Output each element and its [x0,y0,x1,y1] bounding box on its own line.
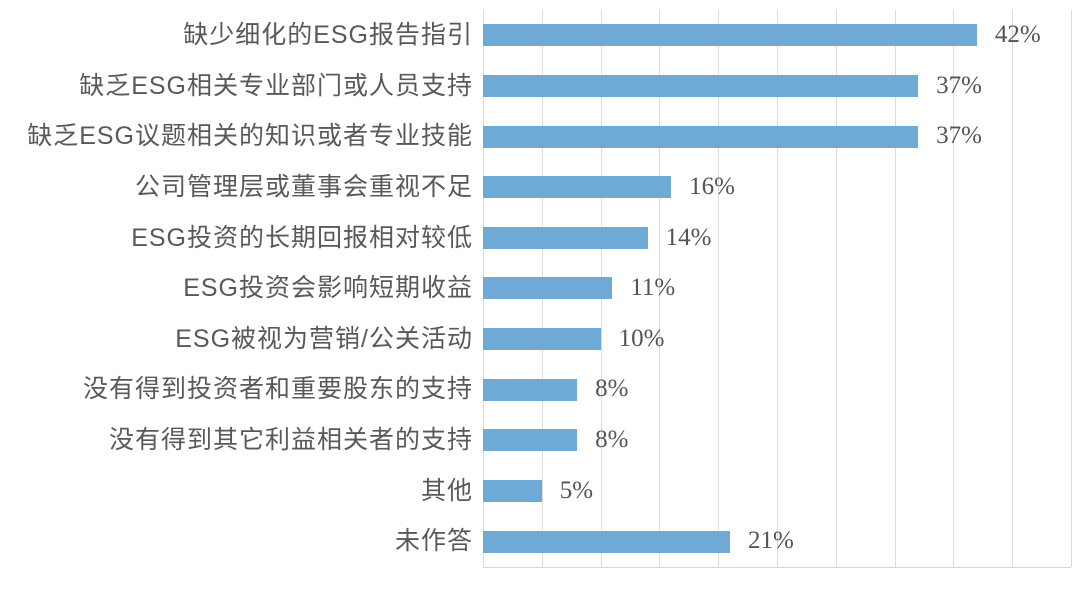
bar [483,378,578,401]
chart-row: ESG投资的长期回报相对较低 14% [0,213,1080,264]
category-label: 其他 [420,476,473,505]
bar [483,74,919,97]
chart-row: 其他 5% [0,466,1080,517]
value-label: 37% [936,71,982,99]
value-label: 10% [618,324,665,352]
value-label: 21% [747,527,794,555]
value-label: 5% [559,476,594,504]
category-label: 未作答 [394,527,473,556]
gridline [953,10,955,567]
bar [483,530,730,553]
chart-row: 公司管理层或董事会重视不足 16% [0,162,1080,213]
bar [483,176,672,199]
value-label: 42% [994,21,1041,48]
bar [483,125,919,148]
chart-row: 没有得到投资者和重要股东的支持 8% [0,364,1080,415]
gridline [894,10,896,567]
bar [483,277,613,300]
gridline [1071,10,1072,567]
chart-row: 缺少细化的ESG报告指引 42% [0,10,1080,61]
chart-row: 没有得到其它利益相关者的支持 8% [0,415,1080,466]
value-label: 8% [595,375,629,403]
bar [483,328,601,351]
chart-row: 缺乏ESG相关专业部门或人员支持 37% [0,61,1080,112]
gridline [659,10,661,567]
gridline [835,10,837,567]
chart-row: 缺乏ESG议题相关的知识或者专业技能 37% [0,111,1080,162]
gridline [718,10,720,567]
category-label: ESG被视为营销/公关活动 [175,324,473,353]
bar [483,24,977,47]
category-label: ESG投资的长期回报相对较低 [131,223,473,252]
category-label: 缺少细化的ESG报告指引 [183,21,473,49]
bar [483,429,578,452]
chart-row: ESG被视为营销/公关活动 10% [0,314,1080,365]
value-label: 14% [665,223,712,251]
x-axis-line [483,567,1071,568]
bar [483,226,648,249]
value-label: 16% [689,172,735,200]
bar [483,480,542,503]
chart-row: 未作答 21% [0,516,1080,567]
chart-row: ESG投资会影响短期收益 11% [0,263,1080,314]
category-label: ESG投资会影响短期收益 [183,274,473,303]
value-label: 11% [630,274,676,302]
category-label: 公司管理层或董事会重视不足 [134,172,473,201]
gridline [1012,10,1014,567]
category-label: 没有得到投资者和重要股东的支持 [82,375,473,404]
value-label: 37% [936,122,982,150]
category-label: 没有得到其它利益相关者的支持 [108,426,473,455]
value-label: 8% [595,426,629,454]
gridline [777,10,778,567]
category-label: 缺乏ESG议题相关的知识或者专业技能 [27,122,473,151]
category-label: 缺乏ESG相关专业部门或人员支持 [79,71,473,100]
